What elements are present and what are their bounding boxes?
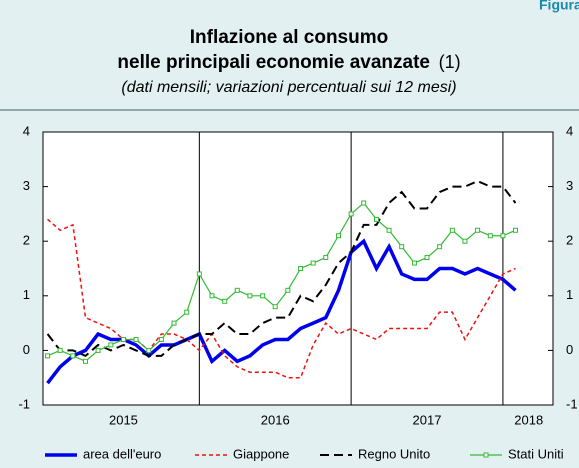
point-marker	[260, 293, 266, 299]
point-marker	[513, 227, 519, 233]
point-marker	[437, 244, 443, 250]
point-marker	[475, 227, 481, 233]
legend-marker	[483, 452, 489, 458]
title-note: (1)	[439, 52, 461, 72]
y2-tick-label: 4	[566, 123, 573, 138]
point-marker	[361, 200, 367, 206]
point-marker	[196, 271, 202, 277]
point-marker	[500, 233, 506, 239]
point-marker	[298, 266, 304, 271]
point-marker	[234, 287, 240, 293]
y2-tick-label: 1	[566, 287, 573, 302]
point-marker	[449, 227, 455, 233]
plot-area	[42, 131, 554, 406]
x-tick-label: 2015	[109, 412, 138, 427]
x-tick-label: 2018	[514, 412, 543, 427]
legend-label: Regno Unito	[358, 446, 430, 461]
legend-label: area dell'euro	[83, 446, 161, 461]
point-marker	[133, 336, 139, 342]
point-marker	[83, 358, 88, 364]
y-tick-label: 1	[23, 287, 30, 302]
y-tick-label: 3	[23, 178, 30, 193]
y-tick-label: 2	[23, 233, 30, 248]
point-marker	[462, 238, 468, 244]
chart-subtitle: (dati mensili; variazioni percentuali su…	[121, 79, 456, 96]
point-marker	[399, 244, 405, 250]
point-marker	[184, 309, 190, 315]
point-marker	[70, 353, 76, 359]
point-marker	[222, 298, 228, 304]
point-marker	[209, 293, 215, 299]
chart-title: Inflazione al consumo	[190, 27, 388, 48]
y2-tick-label: 3	[566, 178, 573, 193]
y2-tick-label: 2	[566, 233, 573, 248]
point-marker	[336, 233, 342, 239]
point-marker	[57, 347, 63, 353]
point-marker	[386, 227, 392, 233]
y-tick-label: 0	[23, 342, 30, 357]
point-marker	[146, 347, 152, 353]
point-marker	[373, 216, 379, 222]
point-marker	[272, 304, 278, 310]
point-marker	[158, 336, 164, 342]
point-marker	[323, 255, 329, 261]
legend-label: Giappone	[233, 446, 289, 461]
y2-tick-label: 0	[566, 342, 573, 357]
point-marker	[120, 336, 126, 342]
chart-title-line2: nelle principali economie avanzate (1)	[117, 52, 460, 73]
point-marker	[348, 211, 354, 217]
chart-title: nelle principali economie avanzate	[117, 52, 430, 73]
y-tick-label: -1	[18, 396, 30, 411]
series-line	[46, 180, 517, 358]
point-marker	[310, 260, 316, 266]
point-marker	[45, 353, 51, 359]
point-marker	[95, 347, 101, 353]
x-tick-label: 2016	[261, 412, 290, 427]
point-marker	[285, 287, 291, 293]
point-marker	[487, 233, 493, 239]
point-marker	[171, 320, 177, 326]
point-marker	[247, 293, 253, 299]
point-marker	[424, 255, 430, 261]
x-tick-label: 2017	[413, 412, 442, 427]
y-tick-label: 4	[23, 123, 30, 138]
point-marker	[108, 342, 114, 348]
legend-label: Stati Uniti	[508, 446, 564, 461]
figure-label: Figura	[539, 0, 579, 13]
point-marker	[411, 260, 417, 266]
y2-tick-label: -1	[566, 396, 578, 411]
